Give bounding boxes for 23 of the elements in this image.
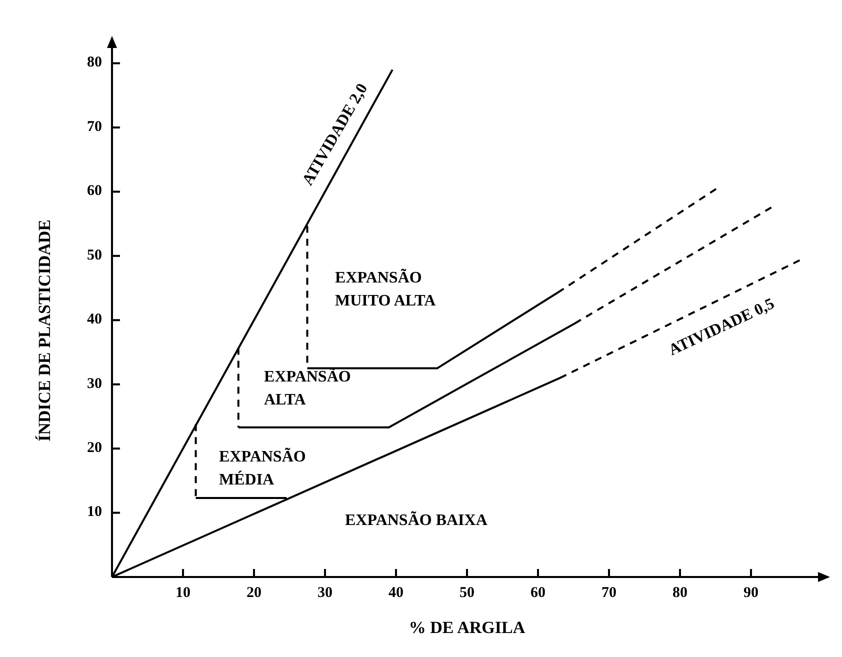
y-tick-label: 40	[87, 312, 102, 328]
x-tick-label: 40	[388, 585, 404, 601]
x-axis-title: % DE ARGILA	[408, 618, 526, 637]
x-tick-label: 80	[672, 585, 688, 601]
y-tick-label: 30	[87, 376, 102, 392]
x-tick-label: 90	[744, 585, 758, 601]
x-tick-label: 60	[530, 585, 546, 601]
x-tick-label: 10	[176, 585, 190, 601]
annotation: EXPANSÃO BAIXA	[345, 510, 488, 529]
annotation: EXPANSÃO MÉDIA	[219, 447, 306, 488]
x-tick-label: 20	[246, 585, 262, 601]
y-tick-label: 20	[87, 440, 102, 456]
y-axis-title: ÍNDICE DE PLASTICIDADE	[35, 220, 54, 442]
y-tick-label: 60	[87, 183, 102, 200]
x-tick-label: 70	[602, 585, 616, 601]
x-tick-label: 30	[318, 585, 332, 601]
annotation: EXPANSÃO MUITO ALTA	[335, 268, 436, 310]
annotation: EXPANSÃO ALTA	[264, 367, 351, 408]
y-tick-label: 70	[87, 118, 102, 135]
y-tick-label: 80	[87, 54, 102, 71]
y-tick-label: 50	[87, 247, 102, 264]
y-tick-label: 10	[87, 504, 102, 520]
x-tick-label: 50	[460, 585, 474, 601]
